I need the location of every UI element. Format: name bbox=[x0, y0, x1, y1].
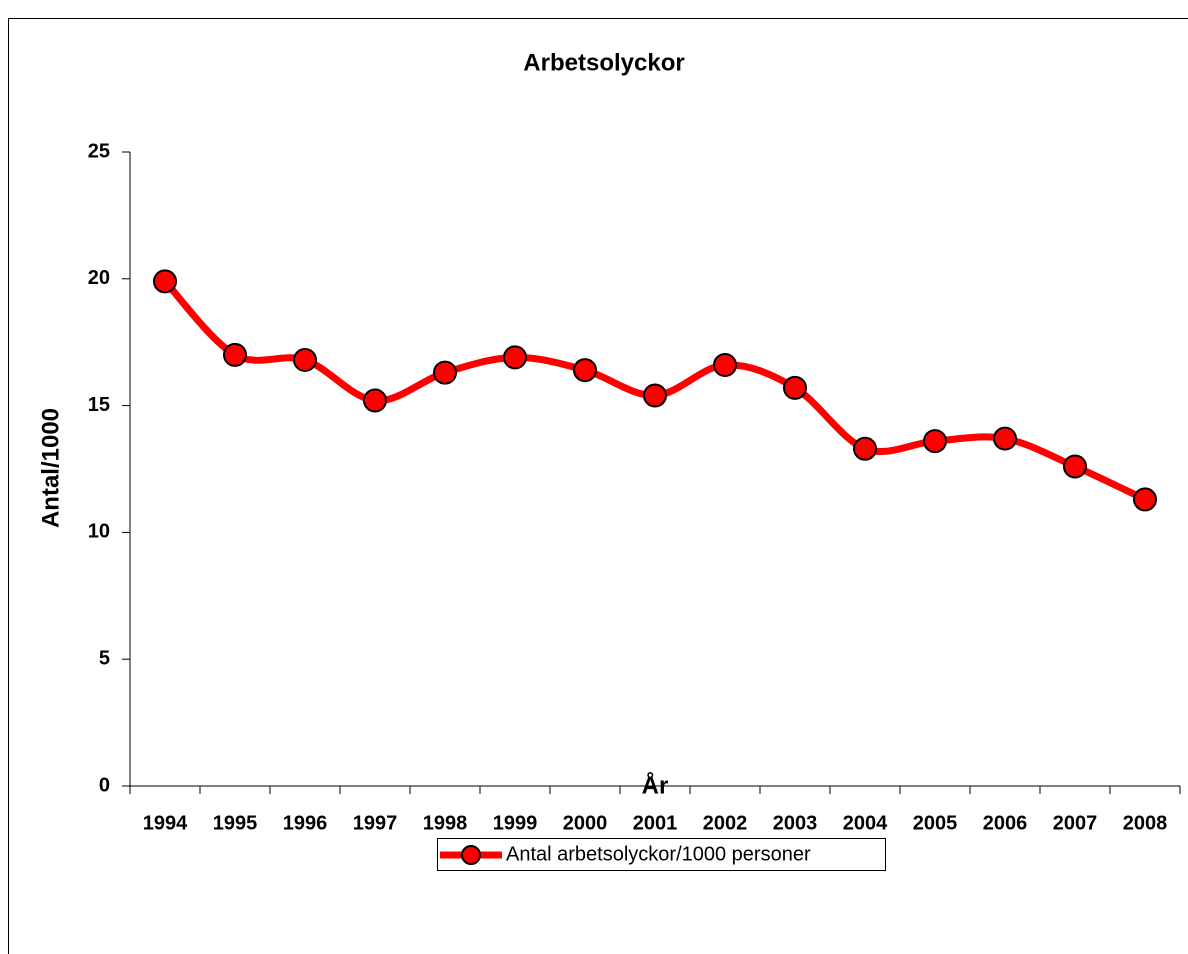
data-point bbox=[573, 358, 597, 383]
x-tick-label: 2005 bbox=[913, 812, 958, 834]
data-point bbox=[1063, 454, 1087, 479]
data-point bbox=[363, 388, 387, 413]
x-tick-label: 2000 bbox=[563, 812, 608, 834]
data-point bbox=[783, 375, 807, 400]
x-tick-label: 1996 bbox=[283, 812, 328, 834]
y-axis-label: Antal/1000 bbox=[37, 408, 64, 528]
y-tick-label: 15 bbox=[88, 394, 110, 416]
y-tick-label: 0 bbox=[99, 774, 110, 796]
data-point bbox=[223, 342, 247, 367]
y-tick-label: 25 bbox=[88, 140, 110, 162]
data-point bbox=[853, 436, 877, 461]
y-tick-label: 20 bbox=[88, 267, 110, 289]
data-point bbox=[1133, 487, 1157, 512]
data-point bbox=[433, 360, 457, 385]
x-tick-label: 1994 bbox=[143, 812, 188, 834]
x-tick-label: 2002 bbox=[703, 812, 748, 834]
x-tick-label: 2001 bbox=[633, 812, 678, 834]
x-tick-label: 2004 bbox=[843, 812, 888, 834]
x-tick-label: 2006 bbox=[983, 812, 1028, 834]
x-tick-label: 1998 bbox=[423, 812, 468, 834]
x-tick-label: 1995 bbox=[213, 812, 258, 834]
data-point bbox=[643, 383, 667, 408]
data-point bbox=[293, 347, 317, 372]
x-axis-label: År bbox=[642, 771, 669, 799]
chart-title: Arbetsolyckor bbox=[523, 49, 684, 76]
legend-marker bbox=[461, 845, 481, 865]
y-tick-label: 5 bbox=[99, 647, 110, 669]
x-tick-label: 2007 bbox=[1053, 812, 1098, 834]
data-point bbox=[713, 353, 737, 378]
x-tick-label: 1997 bbox=[353, 812, 398, 834]
y-tick-label: 10 bbox=[88, 521, 110, 543]
x-tick-label: 2003 bbox=[773, 812, 818, 834]
x-tick-label: 1999 bbox=[493, 812, 538, 834]
data-point bbox=[503, 345, 527, 370]
chart-frame bbox=[8, 18, 1188, 954]
x-tick-label: 2008 bbox=[1123, 812, 1168, 834]
data-point bbox=[153, 269, 177, 294]
legend-label: Antal arbetsolyckor/1000 personer bbox=[506, 843, 811, 865]
legend-box bbox=[437, 838, 886, 871]
data-point bbox=[923, 429, 947, 454]
data-point bbox=[993, 426, 1017, 451]
